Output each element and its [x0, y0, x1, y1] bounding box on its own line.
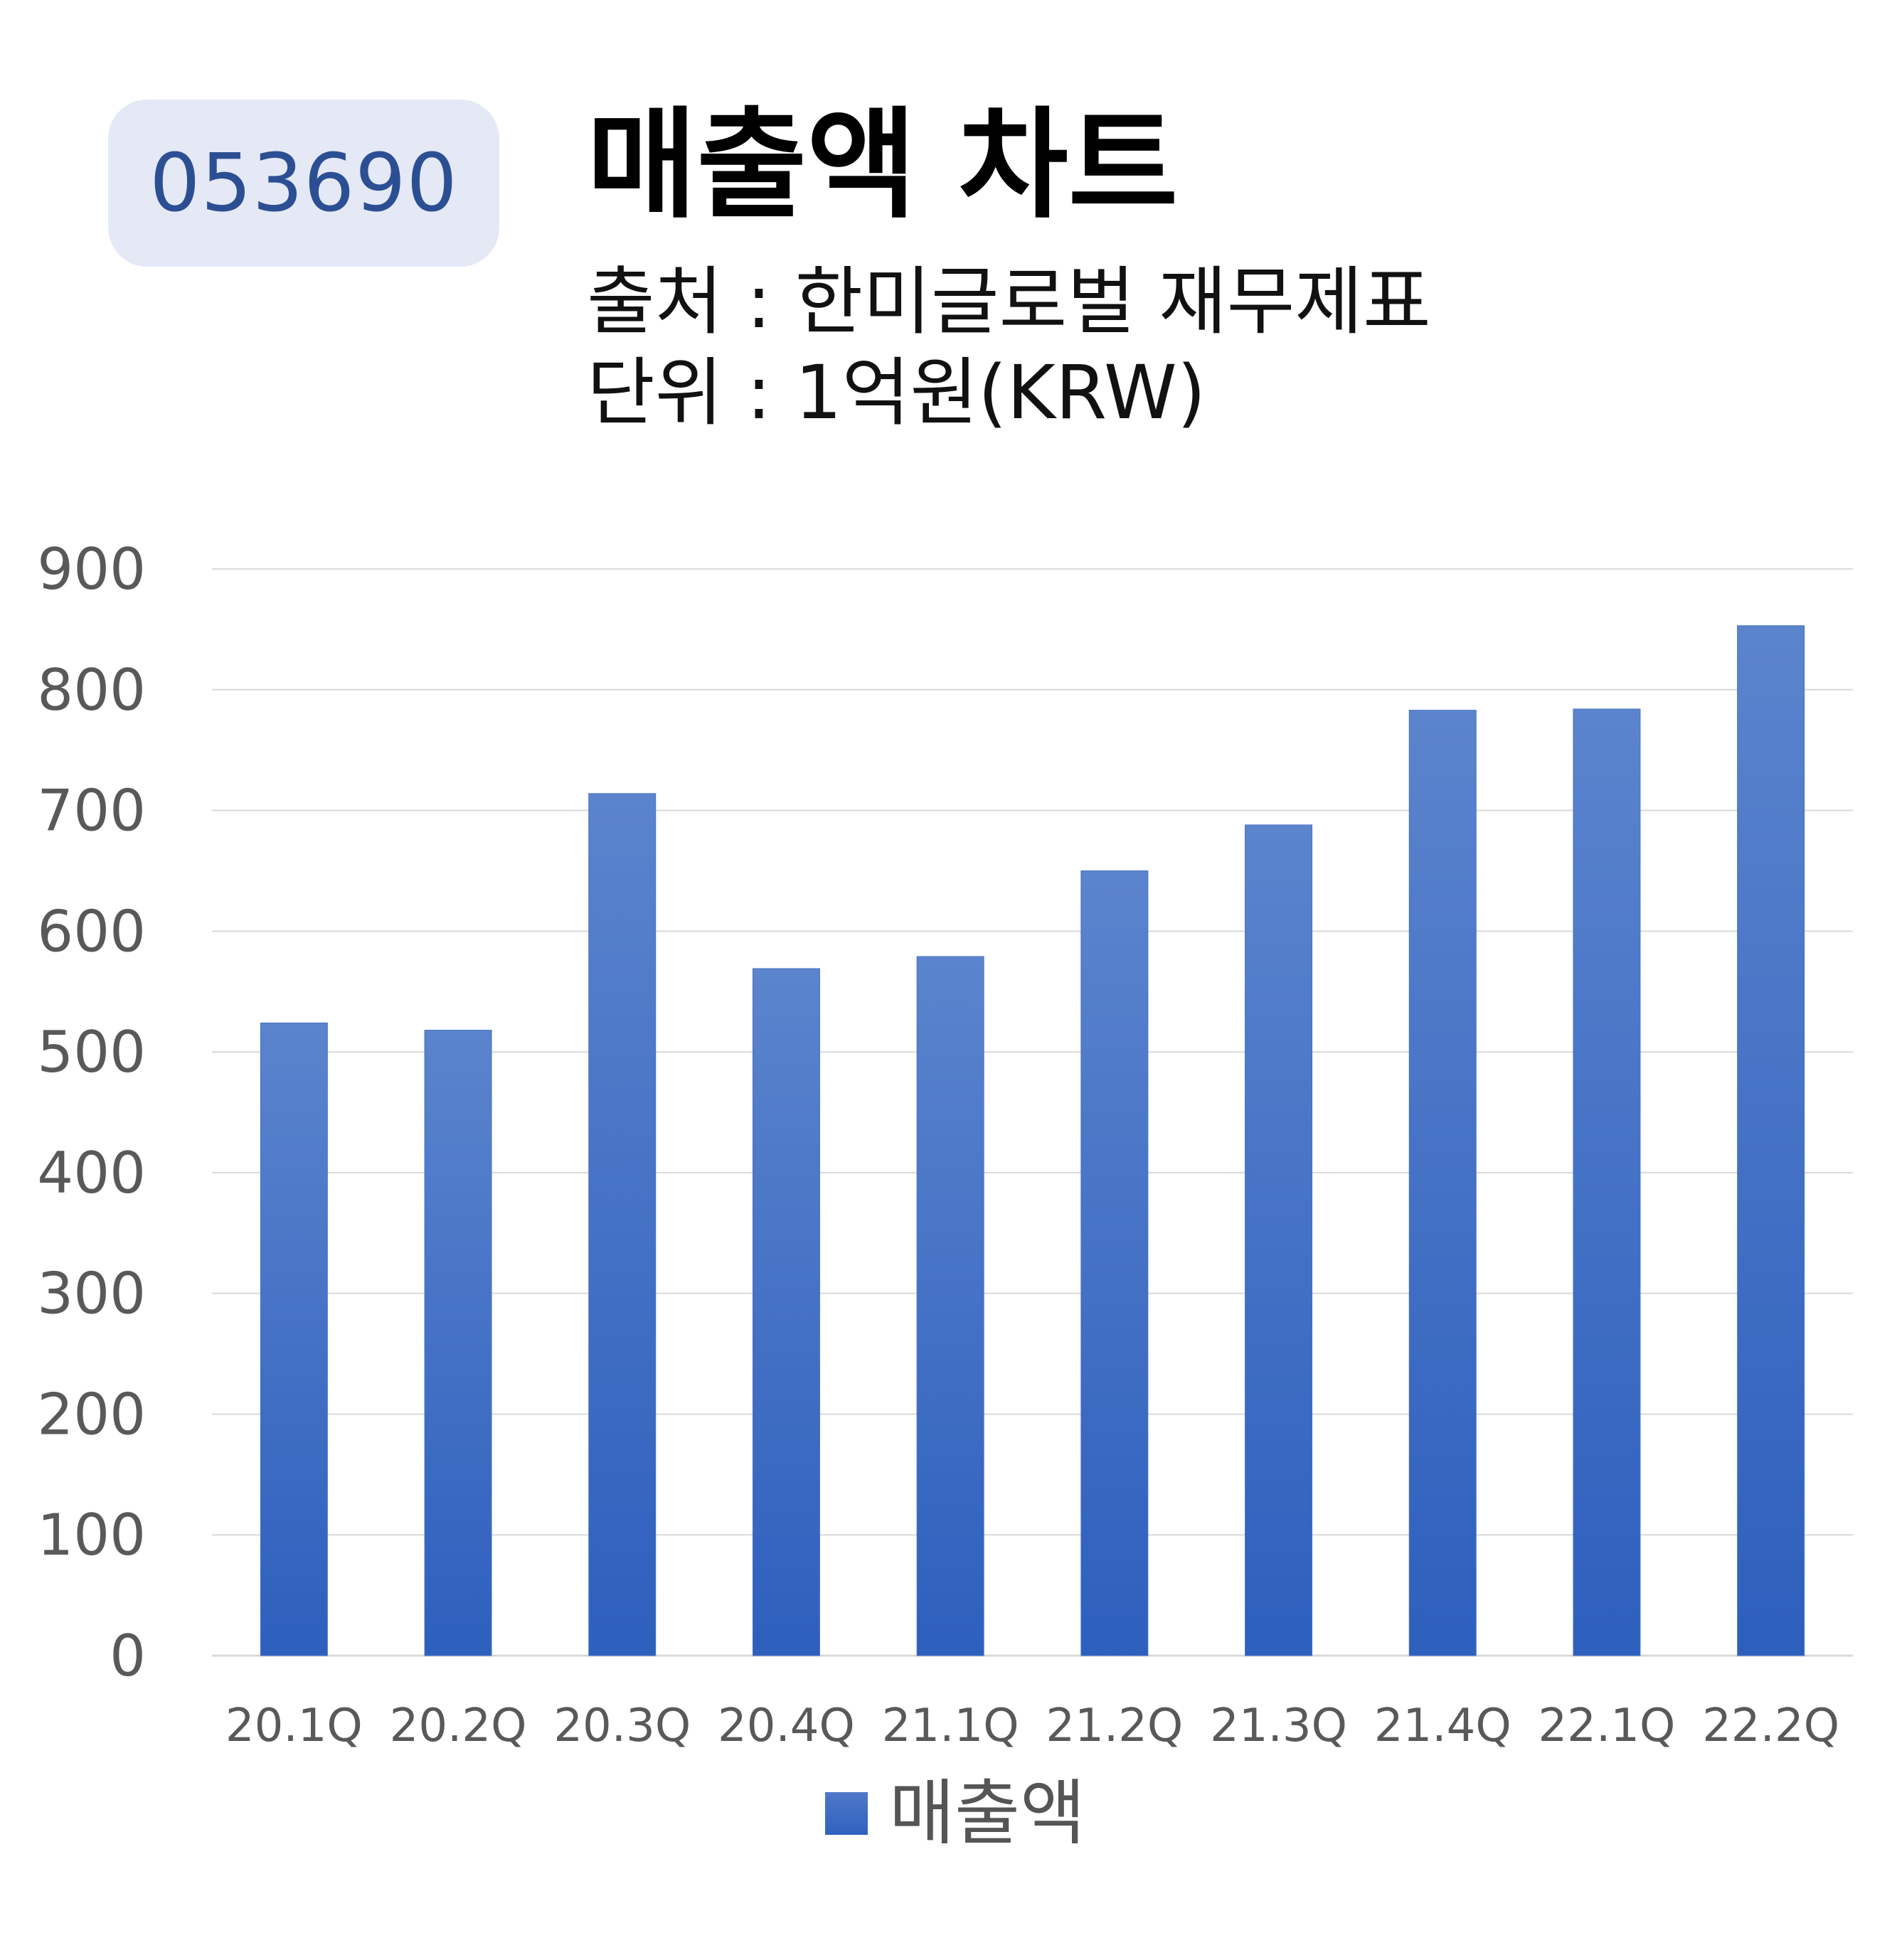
x-tick-label: 20.4Q: [718, 1700, 855, 1749]
source-line: 출처 : 한미글로벌 재무제표: [587, 258, 1431, 345]
x-tick-label: 21.4Q: [1374, 1700, 1511, 1749]
bar-22.1Q: [1573, 708, 1641, 1656]
x-tick-label: 20.2Q: [390, 1700, 527, 1749]
bar-20.4Q: [752, 968, 820, 1656]
x-tick-label: 21.1Q: [882, 1700, 1019, 1749]
x-tick-label: 22.2Q: [1702, 1700, 1839, 1749]
x-tick-label: 20.3Q: [553, 1700, 691, 1749]
y-tick-label: 600: [37, 898, 146, 964]
y-tick-label: 100: [37, 1502, 146, 1568]
ticker-code: 053690: [149, 137, 458, 230]
y-tick-label: 400: [37, 1140, 146, 1206]
y-tick-label: 700: [37, 778, 146, 844]
unit-line: 단위 : 1억원(KRW): [587, 349, 1206, 436]
legend-label: 매출액: [889, 1772, 1085, 1855]
y-tick-label: 800: [37, 657, 146, 723]
legend-swatch: [825, 1792, 868, 1835]
x-axis-ticks: 20.1Q 20.2Q 20.3Q 20.4Q 21.1Q 21.2Q 21.3Q 21.4Q…: [225, 1700, 1839, 1749]
bar-20.1Q: [260, 1022, 328, 1656]
y-tick-label: 500: [37, 1019, 146, 1085]
bar-20.3Q: [588, 793, 657, 1656]
bar-21.2Q: [1080, 870, 1149, 1656]
bar-22.2Q: [1737, 625, 1805, 1656]
x-tick-label: 21.3Q: [1210, 1700, 1347, 1749]
x-tick-label: 21.2Q: [1046, 1700, 1183, 1749]
bar-20.2Q: [424, 1030, 492, 1656]
x-tick-label: 20.1Q: [225, 1700, 363, 1749]
bar-21.1Q: [916, 956, 984, 1656]
ticker-badge: 053690: [108, 100, 499, 267]
y-tick-label: 200: [37, 1381, 146, 1447]
bars: [260, 625, 1805, 1656]
y-axis-ticks: 0 100 200 300 400 500 600 700 800 900: [37, 536, 146, 1689]
legend: 매출액: [825, 1778, 1085, 1849]
bar-21.4Q: [1408, 710, 1477, 1656]
y-tick-label: 0: [110, 1623, 146, 1689]
chart-title: 매출액 차트: [587, 95, 1179, 235]
bar-21.3Q: [1245, 824, 1313, 1656]
y-tick-label: 300: [37, 1261, 146, 1327]
y-tick-label: 900: [37, 536, 146, 602]
x-tick-label: 22.1Q: [1539, 1700, 1676, 1749]
